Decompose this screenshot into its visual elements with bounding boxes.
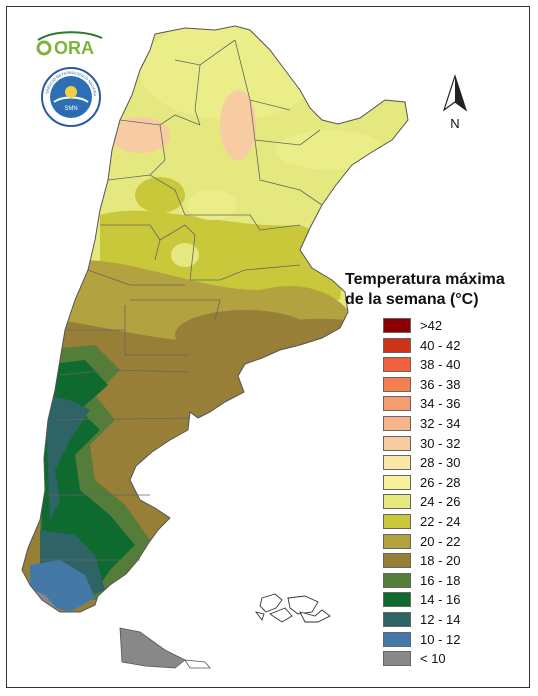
legend-swatch [383, 396, 411, 412]
legend-item: 34 - 36 [383, 394, 523, 414]
legend-swatch [383, 553, 411, 569]
legend-label: 18 - 20 [420, 553, 461, 569]
legend-swatch [383, 416, 411, 431]
legend-item: 12 - 14 [383, 610, 523, 630]
smn-logo: SMN SERVICIO METEOROLOGICO NACIONAL ARGE… [40, 66, 101, 127]
legend-label: < 10 [420, 651, 446, 667]
legend-label: >42 [420, 318, 443, 333]
legend-item: 32 - 34 [383, 414, 523, 434]
legend-swatch [383, 318, 411, 333]
ora-logo-text: ORA [54, 38, 94, 58]
legend-label: 34 - 36 [420, 396, 461, 412]
legend-label: 24 - 26 [420, 494, 461, 510]
legend-item: 38 - 40 [383, 355, 523, 375]
legend-swatch [383, 357, 411, 373]
legend-swatch [383, 592, 411, 608]
legend-label: 28 - 30 [420, 455, 461, 471]
legend-swatch [383, 533, 411, 549]
legend-swatch [383, 455, 411, 471]
legend-label: 20 - 22 [420, 533, 461, 549]
legend-swatch [383, 514, 411, 529]
province-boundaries [40, 39, 323, 561]
legend-label: 14 - 16 [420, 592, 461, 608]
legend-label: 12 - 14 [420, 612, 461, 627]
legend-swatch [383, 572, 411, 588]
legend-item: 20 - 22 [383, 532, 523, 552]
legend-item: < 10 [383, 649, 523, 669]
legend-label: 38 - 40 [420, 357, 461, 373]
legend-label: 26 - 28 [420, 474, 461, 490]
malvinas-islands [254, 593, 331, 623]
legend-item: 24 - 26 [383, 492, 523, 512]
legend-title-line2: de la semana (°C) [345, 291, 479, 308]
legend-swatch [383, 435, 411, 451]
legend-title-line1: Temperatura máxima [345, 271, 505, 288]
legend-swatch [383, 651, 411, 667]
legend-item: 36 - 38 [383, 375, 523, 395]
legend-title: Temperatura máxima de la semana (°C) [345, 270, 525, 310]
legend-label: 40 - 42 [420, 337, 461, 353]
legend: Temperatura máxima de la semana (°C) >42… [345, 270, 525, 667]
legend-item: 26 - 28 [383, 473, 523, 493]
legend-item: 40 - 42 [383, 336, 523, 356]
north-arrow-label: N [450, 116, 459, 131]
smn-logo-center-text: SMN [64, 106, 77, 112]
tierra-del-fuego [119, 627, 211, 669]
legend-item: 16 - 18 [383, 571, 523, 591]
legend-item: 28 - 30 [383, 453, 523, 473]
ora-logo: ORA [36, 31, 103, 58]
legend-label: 10 - 12 [420, 631, 461, 647]
north-arrow: N [442, 74, 468, 131]
legend-item: 18 - 20 [383, 551, 523, 571]
legend-swatch [383, 376, 411, 392]
legend-label: 30 - 32 [420, 435, 461, 451]
legend-item: 30 - 32 [383, 434, 523, 454]
legend-label: 36 - 38 [420, 376, 461, 392]
legend-item: 10 - 12 [383, 630, 523, 650]
legend-item: 14 - 16 [383, 590, 523, 610]
legend-swatch [383, 494, 411, 510]
legend-label: 32 - 34 [420, 416, 461, 431]
legend-item: >42 [383, 316, 523, 336]
legend-swatch [383, 612, 411, 627]
legend-item: 22 - 24 [383, 512, 523, 532]
legend-label: 16 - 18 [420, 572, 461, 588]
legend-swatch [383, 337, 411, 353]
legend-swatch [383, 474, 411, 490]
legend-label: 22 - 24 [420, 514, 461, 529]
legend-swatch [383, 631, 411, 647]
